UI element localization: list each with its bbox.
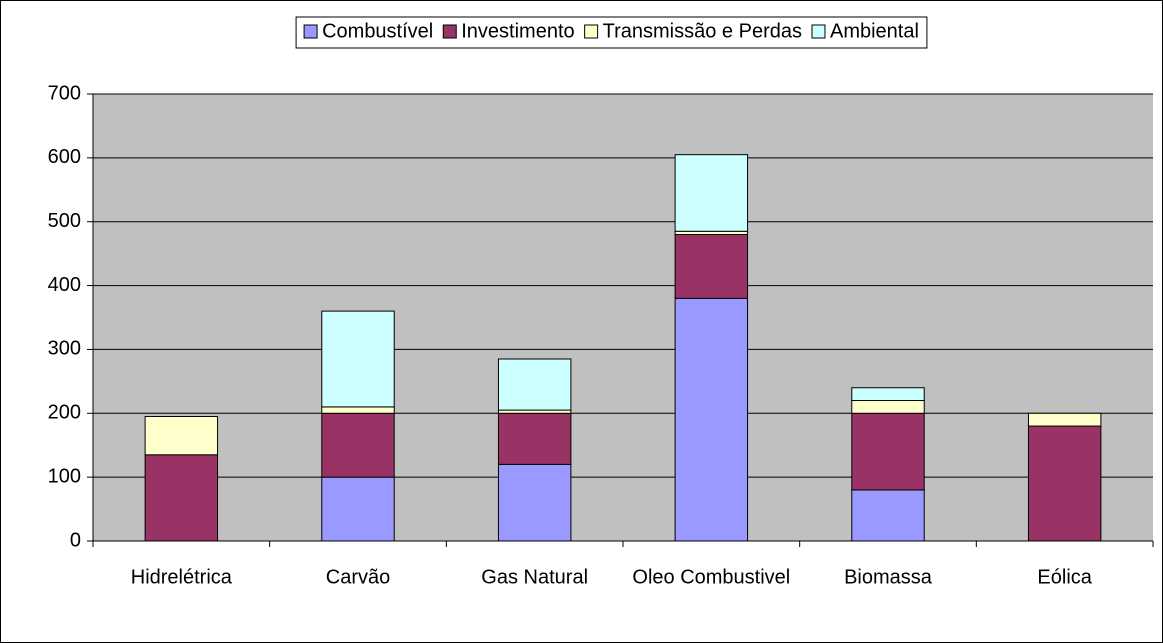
bar-segment — [497, 412, 572, 465]
bar-segment — [674, 297, 749, 542]
legend-swatch — [811, 24, 826, 39]
bar-segment — [674, 233, 749, 299]
y-tick-label: 0 — [70, 529, 81, 551]
bar-segment — [321, 406, 395, 414]
y-tick-label: 100 — [48, 465, 81, 487]
bar-segment — [851, 387, 925, 402]
x-tick-label: Gas Natural — [481, 566, 588, 588]
legend-label: Transmissão e Perdas — [603, 20, 802, 42]
bar-segment — [144, 454, 219, 542]
bar-segment — [321, 476, 395, 542]
legend: Combustível Investimento Transmissão e Per… — [295, 16, 928, 49]
bar-segment — [144, 415, 219, 456]
x-tick-label: Oleo Combustivel — [632, 566, 790, 588]
x-tick-label: Biomassa — [844, 566, 933, 588]
bar-segment — [851, 489, 925, 542]
y-tick-label: 400 — [48, 274, 81, 296]
plot-area — [93, 94, 1153, 541]
x-tick-label: Eólica — [1037, 566, 1092, 588]
bar-segment — [674, 154, 749, 232]
bar-segment — [851, 400, 925, 414]
legend-swatch — [303, 24, 318, 39]
bar-segment — [497, 358, 572, 411]
x-tick-label: Carvão — [326, 566, 390, 588]
bar-segment — [321, 310, 395, 408]
y-tick-label: 700 — [48, 82, 81, 104]
y-tick-label: 600 — [48, 146, 81, 168]
legend-swatch — [442, 24, 457, 39]
bar-segment — [851, 412, 925, 491]
legend-label: Investimento — [461, 20, 574, 42]
legend-swatch — [584, 24, 599, 39]
x-tick-label: Hidrelétrica — [131, 566, 233, 588]
y-tick-label: 200 — [48, 402, 81, 424]
bar-segment — [1027, 425, 1102, 542]
legend-label: Ambiental — [830, 20, 919, 42]
y-tick-label: 300 — [48, 338, 81, 360]
bar-segment — [1027, 412, 1102, 427]
bar-segment — [321, 412, 395, 478]
bar-segment — [497, 463, 572, 542]
y-tick-label: 500 — [48, 210, 81, 232]
legend-label: Combustível — [322, 20, 433, 42]
